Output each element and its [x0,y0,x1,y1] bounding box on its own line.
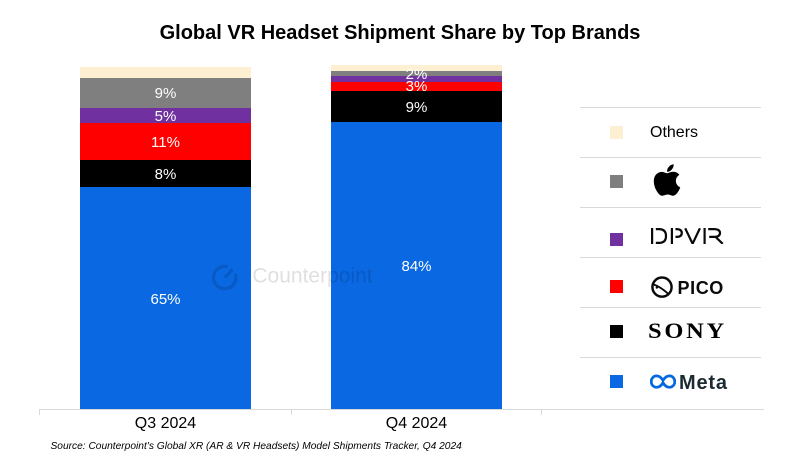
svg-text:Counterpoint: Counterpoint [252,264,372,287]
